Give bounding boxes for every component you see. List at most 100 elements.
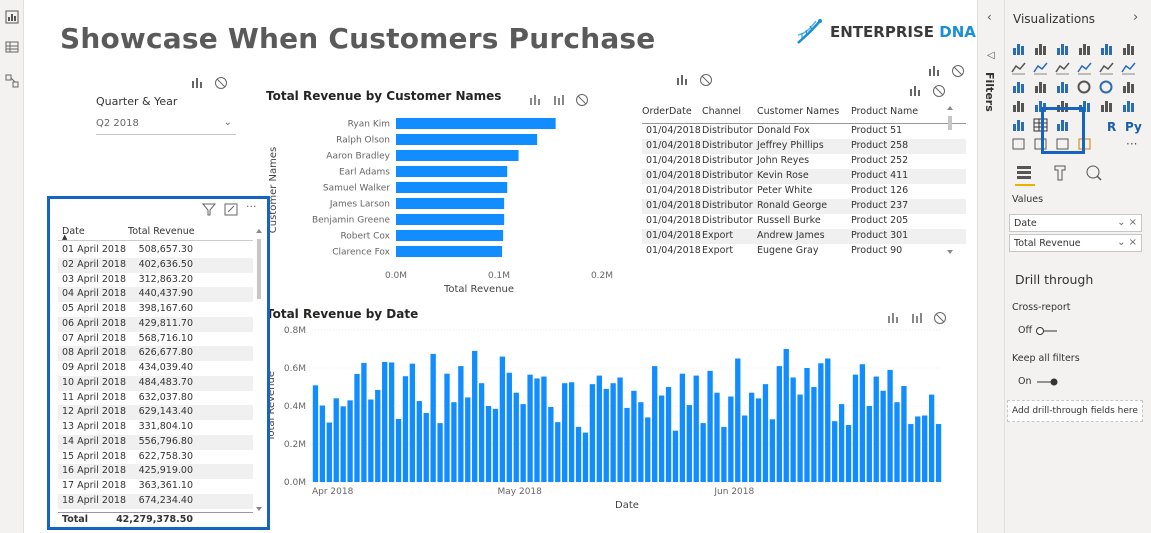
table-row[interactable]: 04 April 2018 440,437.90 [58,287,253,302]
date-bar[interactable] [922,415,928,483]
col-header[interactable]: Customer Names [757,106,840,117]
drill-icon[interactable] [529,93,543,107]
clustered-column-icon[interactable] [1079,44,1090,55]
line-column-icon[interactable] [1077,62,1092,75]
date-bar[interactable] [527,374,533,482]
date-bar[interactable] [562,383,568,482]
chart-type-icon[interactable] [910,311,924,325]
waterfall-icon[interactable] [1013,82,1024,93]
table-row[interactable]: 08 April 2018 626,677.80 [58,346,253,361]
date-bar[interactable] [762,384,769,482]
no-filter-icon[interactable] [214,76,228,90]
no-filter-icon[interactable] [575,93,589,107]
format-tab-icon[interactable] [1054,165,1066,181]
date-bar[interactable] [610,383,616,482]
date-bar[interactable] [506,372,512,482]
table-row[interactable]: 01/04/2018 Distributor Ronald George Produc… [642,199,966,214]
date-bar[interactable] [818,363,824,482]
date-bar[interactable] [755,398,762,482]
funnel-icon[interactable] [1035,82,1046,93]
date-bar[interactable] [693,375,699,482]
date-bar[interactable] [485,406,492,482]
date-bar[interactable] [409,363,416,482]
date-bar[interactable] [707,370,713,482]
date-bar[interactable] [340,406,346,482]
customer-bar[interactable] [396,182,508,193]
customer-bar[interactable] [396,150,519,161]
matrix-icon[interactable] [1057,120,1068,131]
date-bar[interactable] [548,406,554,482]
no-filter-icon[interactable] [933,311,947,325]
table-row[interactable]: 12 April 2018 629,143.40 [58,405,253,420]
date-bar[interactable] [901,386,907,482]
stacked-bar-100-icon[interactable] [1101,44,1112,55]
more-options-icon[interactable]: ··· [246,200,257,213]
data-view-icon[interactable] [5,40,19,54]
python-visual-icon[interactable]: Py [1125,120,1142,134]
col-header[interactable]: Channel [702,106,742,117]
table-row[interactable]: 01 April 2018 508,657.30 [58,243,253,258]
donut-icon[interactable] [1099,80,1113,94]
date-bar[interactable] [361,362,367,482]
paginated-icon[interactable] [1012,138,1025,150]
date-bar[interactable] [665,387,672,482]
date-bar[interactable] [928,394,935,482]
date-bar[interactable] [444,373,450,482]
field-total-revenue[interactable]: Total Revenue ⌄ × [1009,234,1142,252]
date-bar[interactable] [832,421,838,482]
keep-filters-toggle[interactable]: On [1018,376,1059,387]
model-view-icon[interactable] [5,74,19,88]
table-row[interactable]: 01/04/2018 Distributor Donald Fox Product 5… [642,124,966,139]
ribbon-chart-icon[interactable] [1121,62,1136,75]
customer-bar[interactable] [396,214,505,225]
date-bar[interactable] [714,392,720,482]
date-bar[interactable] [866,406,872,482]
date-bar[interactable] [894,402,900,482]
date-bar[interactable] [838,404,845,482]
stacked-area-icon[interactable] [1055,62,1070,75]
cross-report-toggle[interactable]: Off [1018,325,1059,336]
table-row[interactable]: 11 April 2018 632,037.80 [58,391,253,406]
drill-icon[interactable] [887,311,901,325]
date-bar[interactable] [541,376,547,482]
date-bar[interactable] [769,419,776,482]
customer-bar[interactable] [396,198,505,209]
date-bar[interactable] [624,407,630,482]
remove-field-icon[interactable]: ⌄ × [1117,237,1137,248]
date-bar[interactable] [395,418,402,482]
col-header-date[interactable]: Date [62,226,85,237]
date-bar[interactable] [478,383,485,482]
customer-bar[interactable] [396,134,538,145]
stacked-column-icon[interactable] [1035,44,1046,55]
table-row[interactable]: 02 April 2018 402,636.50 [58,257,253,273]
focus-mode-icon[interactable] [224,203,238,216]
date-bar[interactable] [852,374,859,482]
table-row[interactable]: 07 April 2018 568,716.10 [58,332,253,347]
date-bar[interactable] [589,384,596,482]
no-filter-icon[interactable] [951,64,965,78]
table-row[interactable]: 05 April 2018 398,167.60 [58,302,253,317]
date-bar[interactable] [679,373,686,482]
date-bar[interactable] [721,426,727,482]
no-filter-icon[interactable] [932,84,946,98]
date-bar[interactable] [402,376,409,482]
date-bar[interactable] [887,369,893,482]
table-row[interactable]: 01/04/2018 Distributor Jeffrey Phillips Pro… [642,139,966,154]
date-bar[interactable] [617,377,623,483]
table-row[interactable]: 16 April 2018 425,919.00 [58,464,253,479]
table-row[interactable]: 03 April 2018 312,863.20 [58,273,253,288]
date-bar[interactable] [520,404,526,482]
date-bar[interactable] [513,392,519,482]
date-bar[interactable] [845,425,852,482]
date-bar[interactable] [492,408,499,482]
filter-icon[interactable] [202,203,216,216]
customer-bar[interactable] [396,118,556,129]
date-bar[interactable] [465,397,471,482]
more-visuals-icon[interactable]: ··· [1126,137,1138,151]
date-bar[interactable] [382,361,388,482]
date-bar[interactable] [672,430,679,482]
date-bar[interactable] [880,390,886,482]
table-row[interactable]: 13 April 2018 331,804.10 [58,420,253,435]
multi-row-card-icon[interactable] [1101,101,1112,112]
date-bar[interactable] [375,389,381,482]
